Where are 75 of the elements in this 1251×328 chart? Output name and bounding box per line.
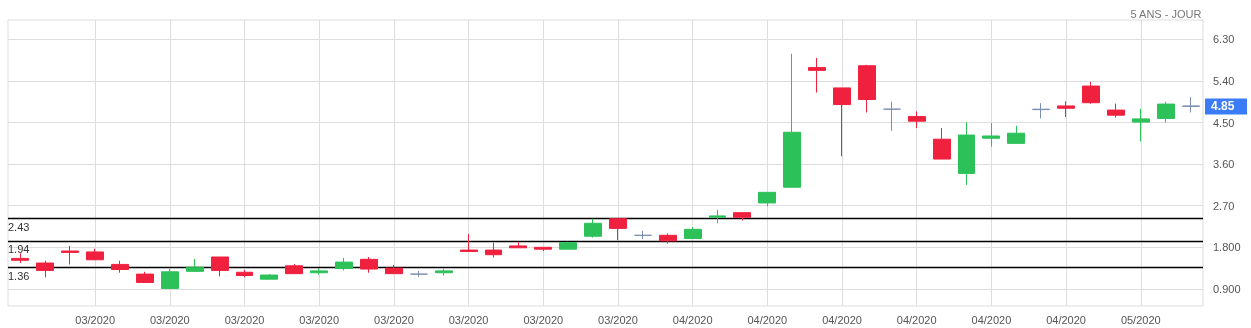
candlestick (509, 241, 527, 249)
candlestick (684, 226, 702, 240)
candlestick (1182, 96, 1200, 113)
candlestick (709, 209, 726, 224)
candlestick (285, 263, 303, 275)
x-tick-label: 03/2020 (374, 313, 414, 326)
candlestick (161, 268, 179, 289)
x-tick-label: 04/2020 (1046, 313, 1086, 326)
x-tick-label: 05/2020 (1120, 313, 1161, 326)
candlestick (1107, 103, 1125, 118)
candlestick (584, 218, 602, 239)
x-tick-label: 04/2020 (822, 313, 862, 326)
candlestick (385, 264, 403, 275)
x-tick-label: 03/2020 (598, 313, 638, 326)
candlestick (11, 252, 29, 264)
candlestick (410, 270, 428, 278)
ref-line-label: 2.43 (8, 220, 30, 233)
candlestick (833, 87, 851, 157)
y-tick-label: 3.60 (1213, 158, 1235, 171)
candlestick (1132, 108, 1150, 143)
candlestick (982, 122, 1000, 148)
candlestick (61, 245, 79, 265)
candlestick (559, 241, 577, 250)
candlestick (958, 121, 975, 186)
candlestick (111, 260, 129, 274)
candlestick (908, 110, 926, 129)
x-tick-label: 04/2020 (672, 313, 713, 326)
candlestick (260, 273, 278, 280)
x-tick-label: 03/2020 (448, 313, 489, 326)
x-tick-label: 03/2020 (75, 313, 116, 326)
candlestick (1082, 81, 1100, 105)
candlestick (933, 127, 951, 160)
candlestick (310, 268, 328, 276)
x-tick-label: 04/2020 (896, 313, 937, 326)
candlestick (211, 256, 229, 277)
candlestick (1007, 125, 1025, 144)
candlestick (186, 258, 204, 272)
x-tick-label: 04/2020 (747, 313, 788, 326)
candlestick (236, 269, 253, 278)
candlestick (733, 212, 751, 222)
candlestick (1057, 100, 1075, 118)
y-tick-label: 2.70 (1213, 199, 1235, 212)
y-tick-label: 4.50 (1213, 116, 1235, 129)
candlestick (1157, 101, 1175, 124)
candlestick (335, 257, 353, 271)
x-tick-label: 03/2020 (149, 313, 190, 326)
candlestick (783, 53, 801, 188)
x-tick-label: 03/2020 (523, 313, 564, 326)
candlestick (36, 260, 54, 278)
candlestick (435, 268, 453, 277)
candlestick (659, 232, 677, 245)
candlestick (858, 64, 876, 113)
candlestick (758, 191, 776, 207)
candlestick (609, 218, 627, 241)
candlestick (86, 248, 104, 261)
x-tick-label: 04/2020 (971, 313, 1012, 326)
candlestick (460, 233, 478, 252)
y-tick-label: 6.30 (1213, 33, 1235, 46)
candlestick (883, 101, 901, 132)
y-tick-label: 0.900 (1213, 282, 1241, 295)
candlestick (360, 256, 378, 274)
chart-subtitle: 5 ANS - JOUR (1130, 7, 1202, 20)
y-tick-label: 5.40 (1213, 74, 1235, 87)
ref-line-label: 1.36 (8, 270, 30, 283)
x-tick-label: 03/2020 (224, 313, 265, 326)
candlestick (808, 57, 826, 94)
candlestick (634, 230, 652, 240)
text: 4.85 (1211, 99, 1235, 114)
candlestick (136, 271, 154, 283)
candlestick (485, 242, 502, 258)
x-tick-label: 03/2020 (299, 313, 340, 326)
y-tick-label: 1.800 (1213, 241, 1241, 254)
candlestick (534, 246, 552, 252)
candlestick (1032, 102, 1050, 119)
ref-line-label: 1.94 (8, 243, 30, 256)
